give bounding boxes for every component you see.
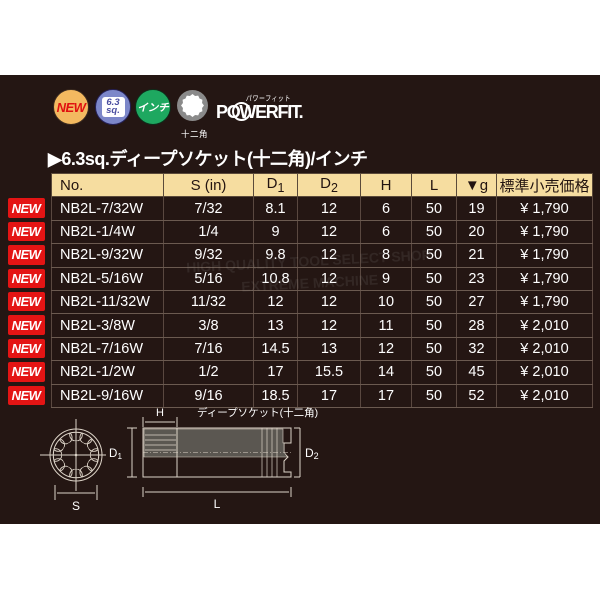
svg-text:ディープソケット(十二角): ディープソケット(十二角) bbox=[197, 406, 318, 419]
svg-text:D1: D1 bbox=[109, 448, 122, 461]
svg-text:H: H bbox=[156, 407, 164, 419]
svg-text:S: S bbox=[72, 499, 80, 513]
svg-text:L: L bbox=[214, 497, 221, 511]
svg-text:D2: D2 bbox=[305, 446, 319, 461]
